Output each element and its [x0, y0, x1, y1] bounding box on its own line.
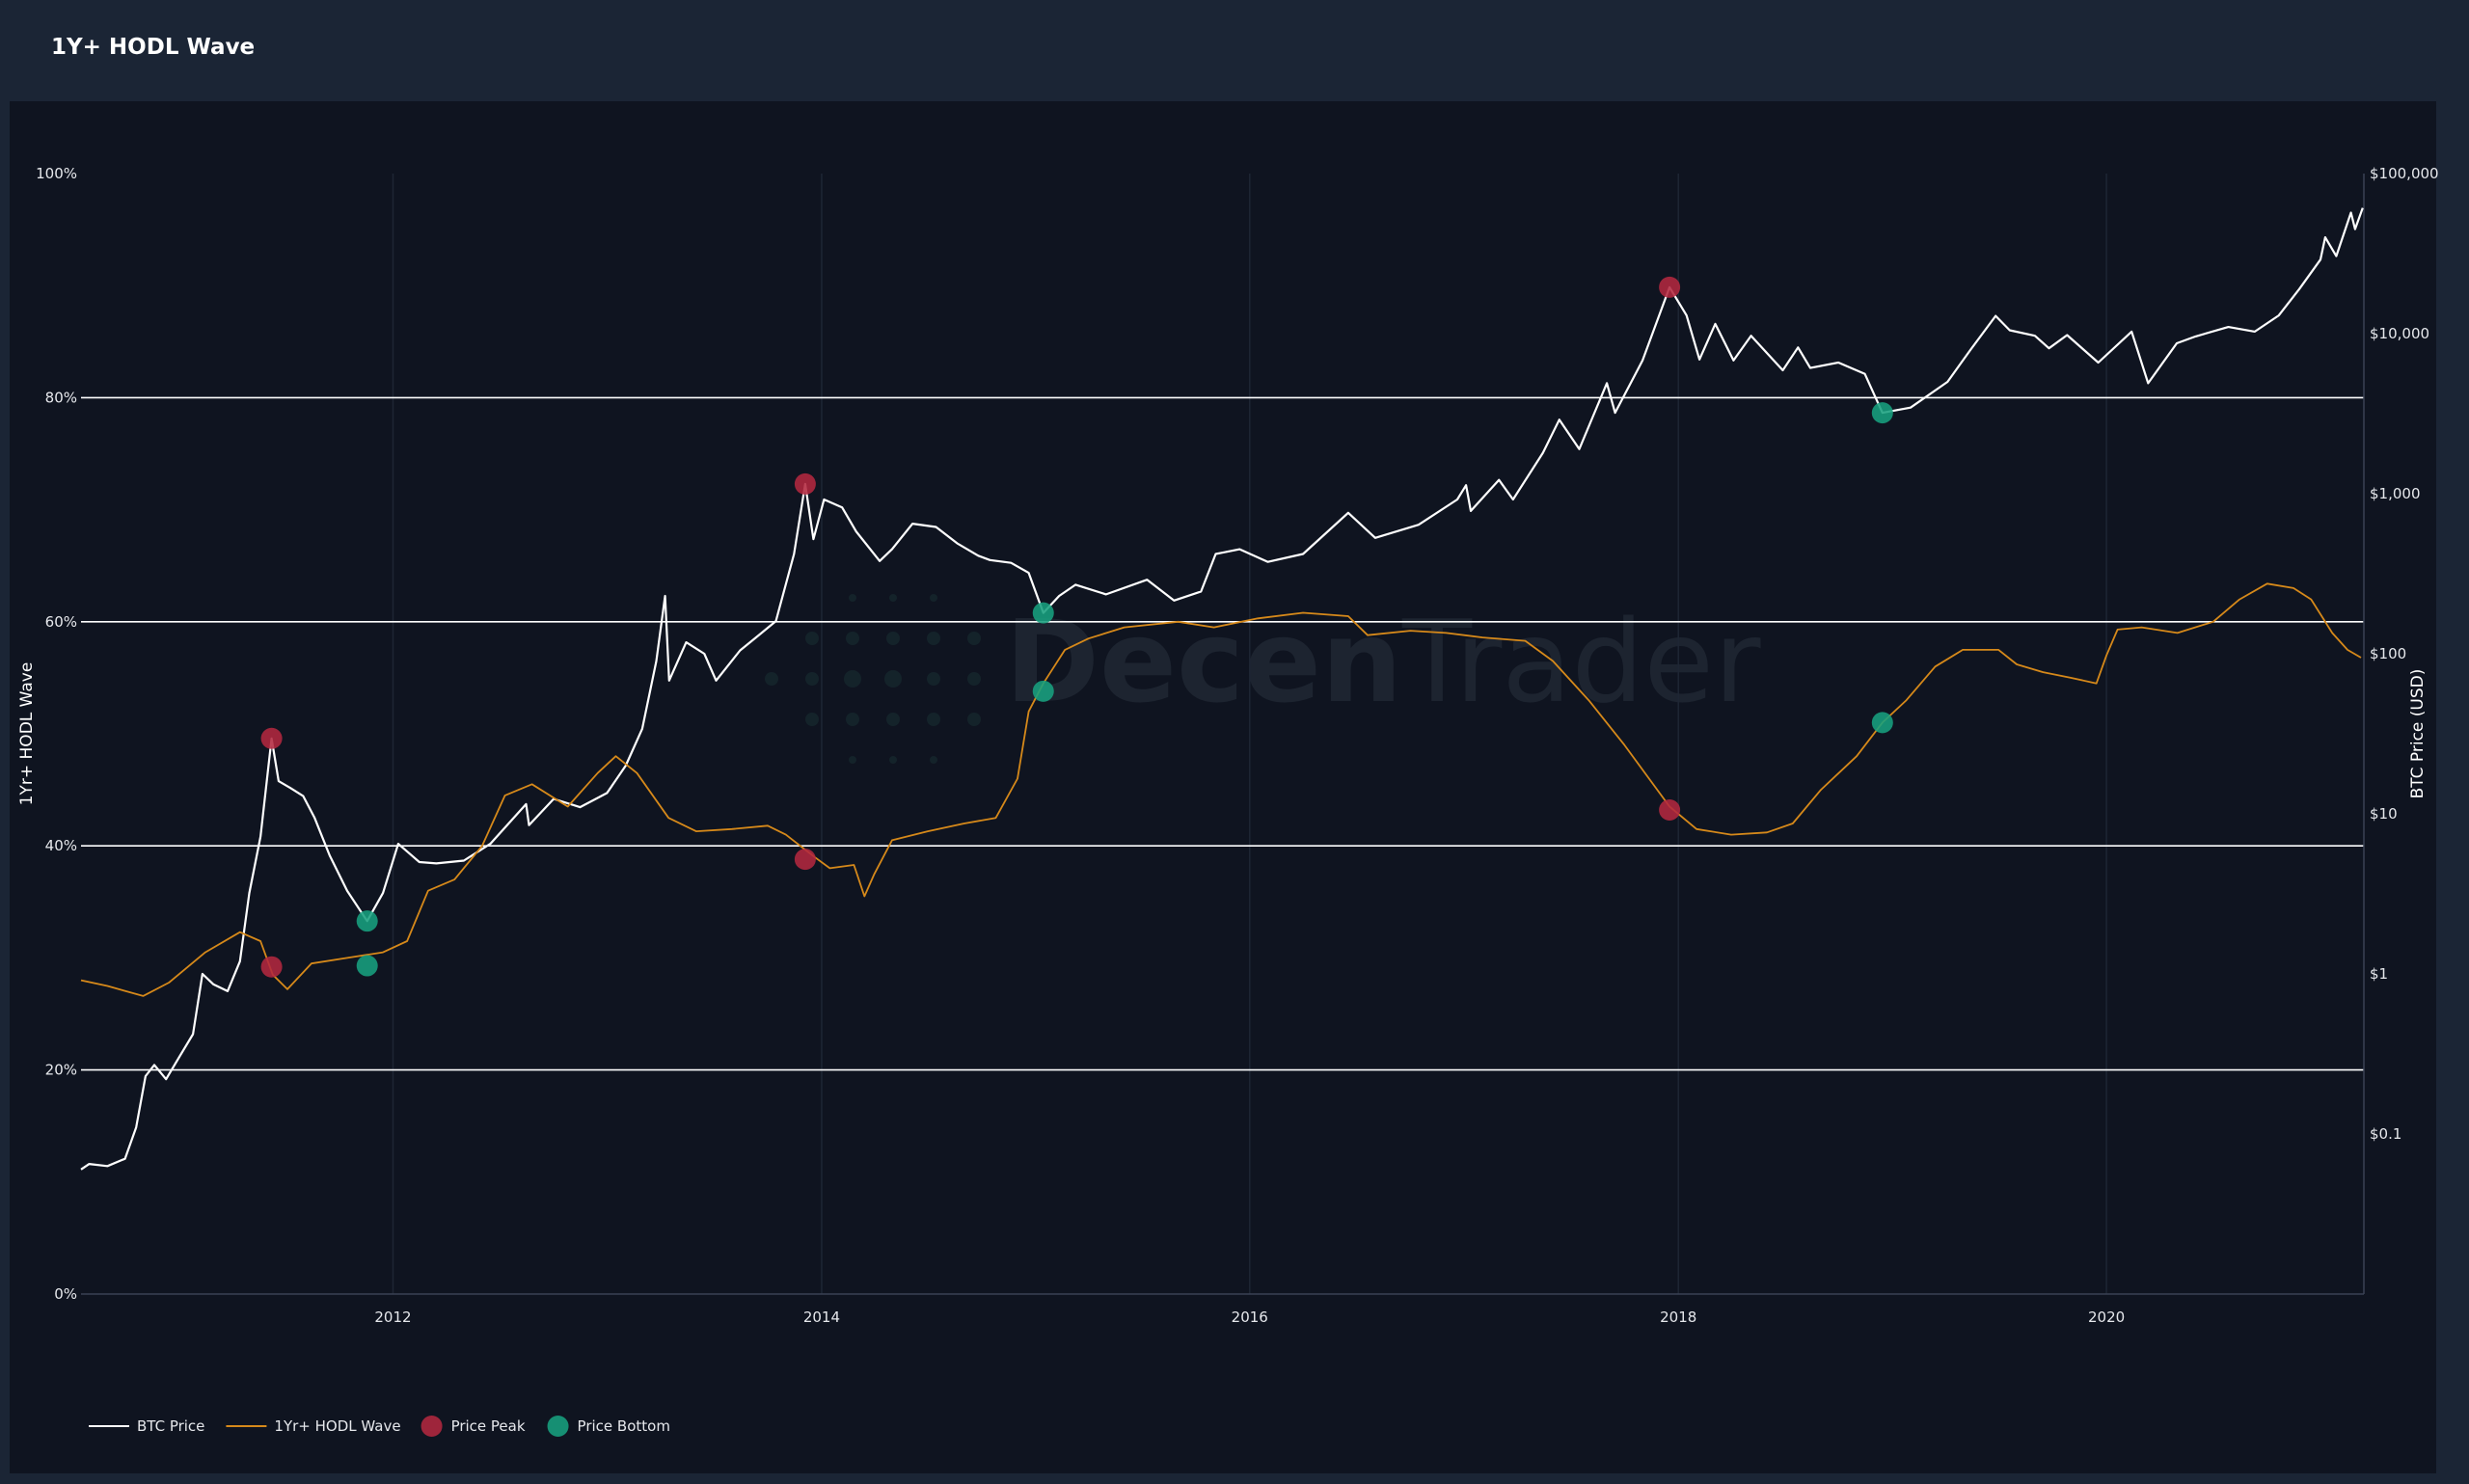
right-tick-label: $10 [2370, 805, 2398, 823]
legend-label: Price Peak [451, 1417, 526, 1435]
legend-label: 1Yr+ HODL Wave [274, 1417, 400, 1435]
axes: 2012 2014 2016 2018 2020 0% 20% 40% 60% 80% 100% $0… [17, 165, 2439, 1326]
price-peak-marker [1659, 799, 1681, 822]
watermark-logo-dot [805, 632, 819, 645]
watermark-logo-dot [967, 713, 981, 726]
price-peak-marker [1659, 276, 1681, 298]
watermark-logo-dot [849, 594, 856, 602]
watermark-logo-dot [927, 672, 940, 686]
left-tick-label: 0% [54, 1285, 77, 1303]
x-tick-label: 2016 [1232, 1309, 1268, 1326]
btc-price-line [80, 207, 2364, 1171]
watermark-logo-dot [844, 670, 861, 688]
legend-swatch-marker [421, 1416, 443, 1437]
watermark-logo-dot [889, 756, 897, 764]
left-tick-label: 100% [36, 165, 77, 182]
right-tick-label: $1 [2370, 965, 2388, 983]
chart-title: 1Y+ HODL Wave [51, 35, 256, 60]
legend-swatch-marker [547, 1416, 569, 1437]
x-tick-label: 2014 [803, 1309, 840, 1326]
price-bottom-marker [1871, 712, 1893, 734]
watermark-part1: Decen [1005, 595, 1402, 728]
chart-header: 1Y+ HODL Wave [10, 0, 2436, 101]
legend-label: BTC Price [137, 1417, 204, 1435]
right-tick-label: $0.1 [2370, 1125, 2401, 1143]
right-tick-label: $100,000 [2370, 165, 2439, 182]
watermark-logo-dot [927, 632, 940, 645]
series-layer [80, 207, 2364, 1171]
price-peak-marker [260, 956, 283, 978]
watermark-logo-dot [846, 713, 859, 726]
x-tick-label: 2020 [2088, 1309, 2125, 1326]
watermark-logo-dot [765, 672, 778, 686]
price-bottom-marker [1871, 402, 1893, 424]
left-tick-label: 20% [45, 1062, 77, 1079]
price-peak-marker [794, 472, 816, 495]
price-peak-marker [260, 727, 283, 749]
left-tick-label: 40% [45, 837, 77, 854]
hodl-wave-line [80, 582, 2362, 997]
watermark: DecenTrader [765, 594, 1761, 764]
x-tick-label: 2012 [374, 1309, 411, 1326]
left-tick-label: 80% [45, 389, 77, 406]
grid [81, 174, 2364, 1294]
watermark-logo-dot [886, 632, 900, 645]
watermark-logo-dot [805, 713, 819, 726]
right-tick-label: $10,000 [2370, 325, 2429, 342]
left-tick-label: 60% [45, 613, 77, 631]
watermark-logo-dot [930, 594, 937, 602]
right-tick-label: $1,000 [2370, 485, 2421, 502]
x-tick-label: 2018 [1660, 1309, 1696, 1326]
chart-panel: 1Y+ HODL Wave [10, 0, 2436, 1473]
watermark-logo-dot [846, 632, 859, 645]
watermark-logo-dot [930, 756, 937, 764]
watermark-logo-dot [967, 632, 981, 645]
watermark-logo-dot [927, 713, 940, 726]
price-peak-marker [794, 849, 816, 871]
price-bottom-marker [356, 910, 378, 932]
right-axis-title: BTC Price (USD) [2408, 669, 2428, 799]
watermark-logo-dot [967, 672, 981, 686]
legend: BTC Price 1Yr+ HODL Wave Price Peak Price B… [89, 1416, 670, 1437]
left-axis-title: 1Yr+ HODL Wave [17, 662, 37, 806]
price-bottom-marker [1032, 680, 1054, 702]
watermark-logo-dot [884, 670, 902, 688]
watermark-text: DecenTrader [1005, 595, 1761, 728]
watermark-logo-dot [849, 756, 856, 764]
price-bottom-marker [1032, 602, 1054, 624]
price-bottom-marker [356, 955, 378, 977]
marker-layer [260, 276, 1893, 978]
legend-label: Price Bottom [578, 1417, 670, 1435]
watermark-part2: Trader [1401, 595, 1761, 728]
watermark-logo-dot [889, 594, 897, 602]
watermark-logo-dot [886, 713, 900, 726]
watermark-logo-dot [805, 672, 819, 686]
right-tick-label: $100 [2370, 645, 2406, 662]
